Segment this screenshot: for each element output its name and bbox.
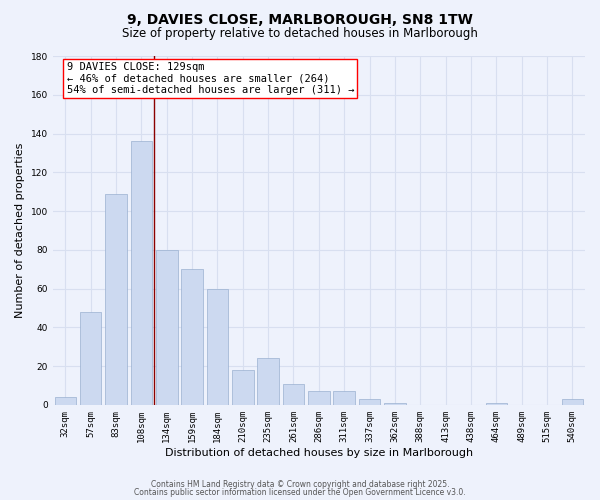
X-axis label: Distribution of detached houses by size in Marlborough: Distribution of detached houses by size … — [165, 448, 473, 458]
Text: Contains HM Land Registry data © Crown copyright and database right 2025.: Contains HM Land Registry data © Crown c… — [151, 480, 449, 489]
Text: 9 DAVIES CLOSE: 129sqm
← 46% of detached houses are smaller (264)
54% of semi-de: 9 DAVIES CLOSE: 129sqm ← 46% of detached… — [67, 62, 354, 95]
Bar — [105, 194, 127, 405]
Bar — [334, 392, 355, 405]
Y-axis label: Number of detached properties: Number of detached properties — [15, 142, 25, 318]
Text: Size of property relative to detached houses in Marlborough: Size of property relative to detached ho… — [122, 28, 478, 40]
Bar — [562, 399, 583, 405]
Bar — [156, 250, 178, 405]
Bar — [181, 269, 203, 405]
Bar — [359, 399, 380, 405]
Bar — [308, 392, 329, 405]
Text: Contains public sector information licensed under the Open Government Licence v3: Contains public sector information licen… — [134, 488, 466, 497]
Text: 9, DAVIES CLOSE, MARLBOROUGH, SN8 1TW: 9, DAVIES CLOSE, MARLBOROUGH, SN8 1TW — [127, 12, 473, 26]
Bar — [257, 358, 279, 405]
Bar — [384, 403, 406, 405]
Bar — [206, 288, 228, 405]
Bar — [131, 142, 152, 405]
Bar — [232, 370, 254, 405]
Bar — [485, 403, 507, 405]
Bar — [80, 312, 101, 405]
Bar — [55, 397, 76, 405]
Bar — [283, 384, 304, 405]
